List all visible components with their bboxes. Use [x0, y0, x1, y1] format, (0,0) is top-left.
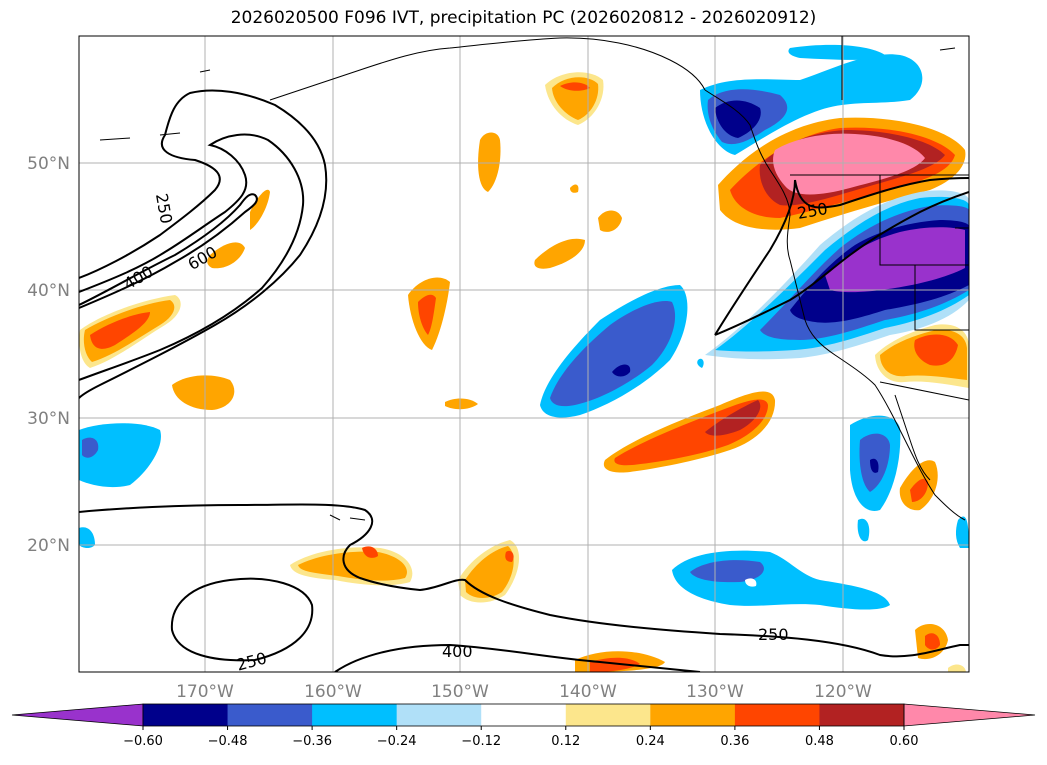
colorbar-segment [650, 704, 736, 726]
colorbar-tick-label: −0.48 [208, 734, 248, 749]
ivt-contour-250-south [79, 503, 969, 658]
ivt-contour-250-north [79, 89, 328, 399]
lon-tick: 170°W [176, 682, 234, 702]
lon-tick-labels: 170°W 160°W 150°W 140°W 130°W 120°W [176, 682, 872, 702]
map-frame [78, 35, 970, 673]
colorbar-tick-label: 0.36 [720, 734, 749, 749]
contour-label: 250 [234, 648, 268, 674]
colorbar-segment [227, 704, 313, 726]
lat-tick: 50°N [27, 154, 70, 174]
political-borders [790, 36, 969, 401]
colorbar-segment [143, 704, 229, 726]
colorbar-tick-label: −0.24 [377, 734, 417, 749]
colorbar-tick-label: 0.12 [551, 734, 580, 749]
colorbar-segment [396, 704, 482, 726]
colorbar-tick-label: −0.36 [292, 734, 332, 749]
lon-tick: 140°W [559, 682, 617, 702]
colorbar-tick-label: −0.12 [461, 734, 501, 749]
colorbar-extend-high [903, 703, 1036, 727]
lon-tick: 160°W [304, 682, 362, 702]
colorbar-segment [734, 704, 820, 726]
ivt-contour-600-north [79, 193, 258, 309]
colorbar-frame [142, 703, 905, 727]
colorbar-segment [481, 704, 567, 726]
lon-tick: 150°W [431, 682, 489, 702]
contour-label: 400 [442, 642, 473, 661]
ivt-contour-250-loop [170, 577, 314, 662]
ivt-contour-250-west-coast [714, 177, 969, 336]
lat-tick-labels: 50°N 40°N 30°N 20°N [27, 154, 70, 556]
map-title: 2026020500 F096 IVT, precipitation PC (2… [230, 8, 817, 28]
ivt-contour-400-south [334, 643, 701, 672]
lat-tick: 20°N [27, 536, 70, 556]
colorbar-tick-label: 0.60 [890, 734, 919, 749]
colorbar: −0.60 −0.48 −0.36 −0.24 −0.12 0.12 0.24 0.36 0.4… [11, 703, 1036, 749]
colorbar-segment [312, 704, 398, 726]
colorbar-tick-label: −0.60 [123, 734, 163, 749]
lon-tick: 130°W [686, 682, 744, 702]
colorbar-segment [565, 704, 651, 726]
ivt-contours [79, 89, 969, 672]
precip-fills [79, 44, 969, 672]
contour-label: 600 [185, 242, 221, 274]
lat-tick: 30°N [27, 409, 70, 429]
ivt-contour-250-west-coast-b [714, 191, 969, 336]
colorbar-segment [819, 704, 905, 726]
colorbar-tick-label: 0.24 [636, 734, 665, 749]
lat-tick: 40°N [27, 281, 70, 301]
ivt-contour-400-north [79, 133, 305, 381]
contour-label: 250 [758, 625, 789, 644]
colorbar-extend-low [11, 703, 144, 727]
coastlines [99, 37, 966, 521]
colorbar-tick-label: 0.48 [805, 734, 834, 749]
map-area: 250 400 600 250 250 400 250 [79, 36, 969, 674]
graticule [79, 36, 969, 672]
lon-tick: 120°W [814, 682, 872, 702]
contour-label: 250 [152, 192, 176, 225]
